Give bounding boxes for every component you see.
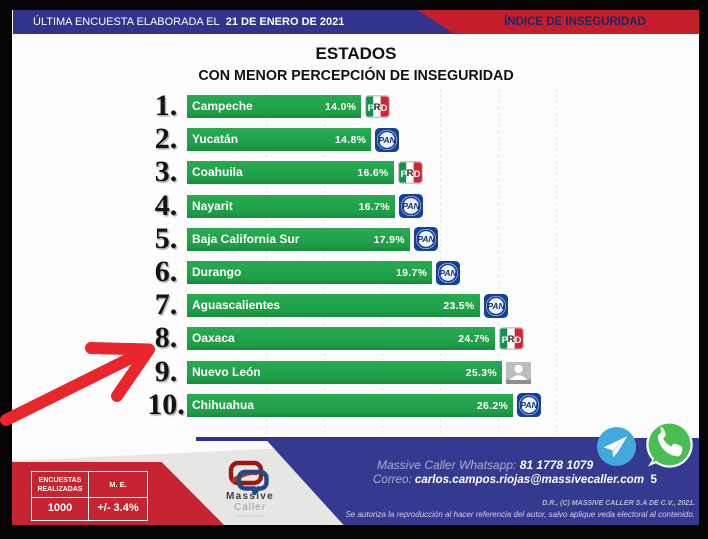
svg-text:PAN: PAN bbox=[521, 400, 539, 410]
svg-text:R: R bbox=[374, 102, 381, 113]
svg-text:PAN: PAN bbox=[402, 201, 420, 211]
svg-text:R: R bbox=[406, 168, 413, 179]
svg-text:PAN: PAN bbox=[417, 234, 435, 244]
svg-text:D: D bbox=[514, 335, 521, 346]
svg-text:PAN: PAN bbox=[487, 301, 505, 311]
svg-text:PAN: PAN bbox=[379, 135, 397, 145]
svg-text:D: D bbox=[381, 103, 388, 114]
svg-text:R: R bbox=[507, 334, 514, 345]
svg-text:D: D bbox=[413, 169, 420, 180]
svg-text:PAN: PAN bbox=[440, 268, 458, 278]
svg-text:P: P bbox=[400, 169, 407, 180]
svg-text:P: P bbox=[501, 335, 508, 346]
svg-text:P: P bbox=[368, 103, 375, 114]
